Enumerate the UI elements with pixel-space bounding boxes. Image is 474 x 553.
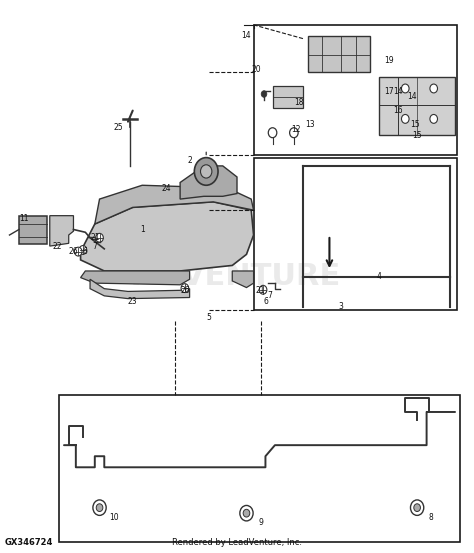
Circle shape bbox=[401, 114, 409, 123]
Circle shape bbox=[414, 504, 420, 512]
Text: ADVENTURE: ADVENTURE bbox=[133, 262, 341, 291]
Text: 18: 18 bbox=[294, 98, 303, 107]
Text: 25: 25 bbox=[114, 123, 123, 132]
Text: 14: 14 bbox=[393, 87, 403, 96]
Polygon shape bbox=[90, 279, 190, 299]
Polygon shape bbox=[308, 36, 370, 72]
Polygon shape bbox=[19, 216, 47, 244]
Circle shape bbox=[268, 128, 277, 138]
Polygon shape bbox=[379, 77, 455, 135]
Circle shape bbox=[181, 284, 189, 293]
Text: 19: 19 bbox=[384, 56, 393, 65]
Text: 6: 6 bbox=[83, 247, 88, 256]
Text: 26: 26 bbox=[180, 286, 190, 295]
Text: 20: 20 bbox=[251, 65, 261, 74]
Text: 17: 17 bbox=[384, 87, 393, 96]
Circle shape bbox=[259, 285, 267, 294]
Text: 15: 15 bbox=[412, 131, 422, 140]
Text: 4: 4 bbox=[377, 272, 382, 281]
Circle shape bbox=[430, 84, 438, 93]
Polygon shape bbox=[95, 185, 254, 224]
Circle shape bbox=[401, 84, 409, 93]
Text: GX346724: GX346724 bbox=[5, 539, 53, 547]
Text: 5: 5 bbox=[206, 314, 211, 322]
Circle shape bbox=[240, 505, 253, 521]
Text: 26: 26 bbox=[69, 247, 78, 256]
Text: 14: 14 bbox=[408, 92, 417, 101]
Text: 2: 2 bbox=[187, 156, 192, 165]
Text: 7: 7 bbox=[92, 242, 97, 251]
Circle shape bbox=[201, 165, 212, 178]
Text: 13: 13 bbox=[306, 120, 315, 129]
Text: 24: 24 bbox=[161, 184, 171, 192]
Text: 22: 22 bbox=[52, 242, 62, 251]
Polygon shape bbox=[180, 166, 237, 199]
Text: 11: 11 bbox=[19, 214, 28, 223]
Text: 21: 21 bbox=[90, 233, 100, 242]
Polygon shape bbox=[81, 202, 254, 271]
Circle shape bbox=[261, 91, 267, 97]
Polygon shape bbox=[232, 271, 254, 288]
Text: 6: 6 bbox=[263, 297, 268, 306]
Circle shape bbox=[430, 114, 438, 123]
Circle shape bbox=[243, 509, 250, 517]
Text: 8: 8 bbox=[429, 513, 434, 521]
Circle shape bbox=[96, 233, 103, 242]
Polygon shape bbox=[50, 216, 73, 246]
Text: 15: 15 bbox=[410, 120, 419, 129]
Text: 14: 14 bbox=[242, 32, 251, 40]
Circle shape bbox=[79, 246, 87, 254]
Text: 23: 23 bbox=[128, 297, 137, 306]
Polygon shape bbox=[273, 86, 303, 108]
Polygon shape bbox=[81, 271, 190, 285]
Circle shape bbox=[194, 158, 218, 185]
Text: 12: 12 bbox=[292, 126, 301, 134]
Circle shape bbox=[96, 504, 103, 512]
Text: 21: 21 bbox=[256, 286, 265, 295]
Circle shape bbox=[290, 128, 298, 138]
Text: 7: 7 bbox=[268, 291, 273, 300]
Circle shape bbox=[410, 500, 424, 515]
Text: Rendered by LeadVenture, Inc.: Rendered by LeadVenture, Inc. bbox=[172, 539, 302, 547]
Text: 9: 9 bbox=[258, 518, 263, 527]
Text: 10: 10 bbox=[109, 513, 118, 521]
Text: 3: 3 bbox=[339, 302, 344, 311]
Circle shape bbox=[93, 500, 106, 515]
Text: 1: 1 bbox=[140, 225, 145, 234]
Circle shape bbox=[74, 247, 82, 256]
Text: 16: 16 bbox=[393, 106, 403, 115]
